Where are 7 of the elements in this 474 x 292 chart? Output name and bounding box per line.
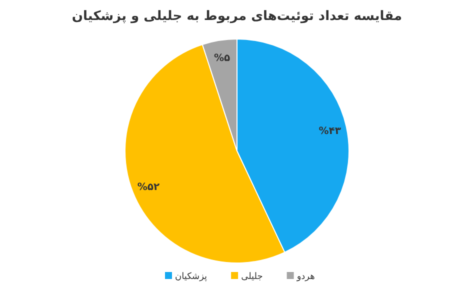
legend-label: هردو bbox=[296, 272, 316, 282]
data-label: %۵۲ bbox=[137, 182, 160, 194]
data-label: %۴۳ bbox=[318, 126, 342, 138]
legend-label: جلیلی bbox=[241, 272, 263, 282]
chart-title: مقایسه تعداد توئیت‌های مربوط به جلیلی و پزشکیان bbox=[72, 9, 402, 24]
data-label: %۵ bbox=[214, 52, 230, 64]
legend-label: پزشکیان bbox=[175, 272, 208, 282]
